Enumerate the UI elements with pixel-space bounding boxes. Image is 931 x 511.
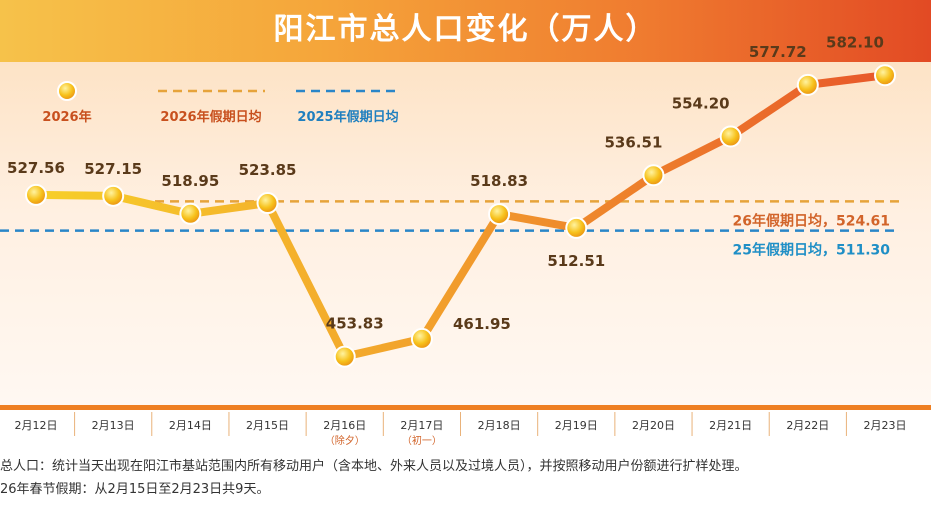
data-point [256,192,279,215]
x-tick-label: 2月16日 [323,419,366,432]
data-point [642,164,665,187]
data-point [796,73,819,96]
x-tick-label: 2月14日 [169,419,212,432]
plot-background [0,62,931,405]
x-tick-label: 2月18日 [478,419,521,432]
legend-marker-2026 [57,81,77,101]
x-tick-label: 2月20日 [632,419,675,432]
data-label: 527.56 [7,159,65,177]
data-label: 512.51 [547,252,605,270]
data-point [874,64,896,87]
data-label: 536.51 [605,133,663,151]
note-holiday-period: 26年春节假期：从2月15日至2月23日共9天。 [0,482,270,497]
data-point [179,202,202,225]
data-point [719,125,742,148]
x-tick-label: 2月17日 [400,419,443,432]
data-label: 461.95 [453,315,511,333]
x-axis-bar [0,405,931,410]
x-tick-label: 2月19日 [555,419,598,432]
note-total-population: 总人口：统计当天出现在阳江市基站范围内所有移动用户（含本地、外来人员以及过境人员… [0,459,748,474]
legend-label-avg-2025: 2025年假期日均 [297,109,398,125]
data-label: 518.83 [470,172,528,190]
data-point [565,216,588,239]
data-point [102,184,125,207]
data-label: 577.72 [749,43,807,61]
data-label: 518.95 [161,172,219,190]
data-point [25,183,47,206]
x-tick-label: 2月13日 [92,419,135,432]
data-label: 527.15 [84,160,142,178]
reference-label-2026: 26年假期日均，524.61 [732,212,890,229]
population-line-chart: 2026年 2026年假期日均 2025年假期日均 26年假期日均，524.61 25年… [0,33,907,447]
data-point [488,203,511,226]
x-tick-label: 2月12日 [15,419,58,432]
reference-label-2025: 25年假期日均，511.30 [732,242,890,259]
x-tick-label: 2月15日 [246,419,289,432]
data-point [410,327,433,350]
title-banner [0,0,931,62]
data-point [333,345,356,368]
x-tick-label: 2月23日 [864,419,907,432]
legend-label-avg-2026: 2026年假期日均 [160,109,261,125]
data-label: 523.85 [239,161,297,179]
data-label: 582.10 [826,33,884,51]
x-tick-note: （初一） [402,434,442,447]
series-line-2026 [32,71,889,361]
chart-title: 阳江市总人口变化（万人） [273,12,658,47]
x-tick-note: （除夕） [325,434,365,447]
data-label: 453.83 [326,315,384,333]
data-label: 554.20 [672,94,730,112]
legend-label-2026: 2026年 [42,109,91,125]
x-tick-label: 2月22日 [786,419,829,432]
x-tick-label: 2月21日 [709,419,752,432]
